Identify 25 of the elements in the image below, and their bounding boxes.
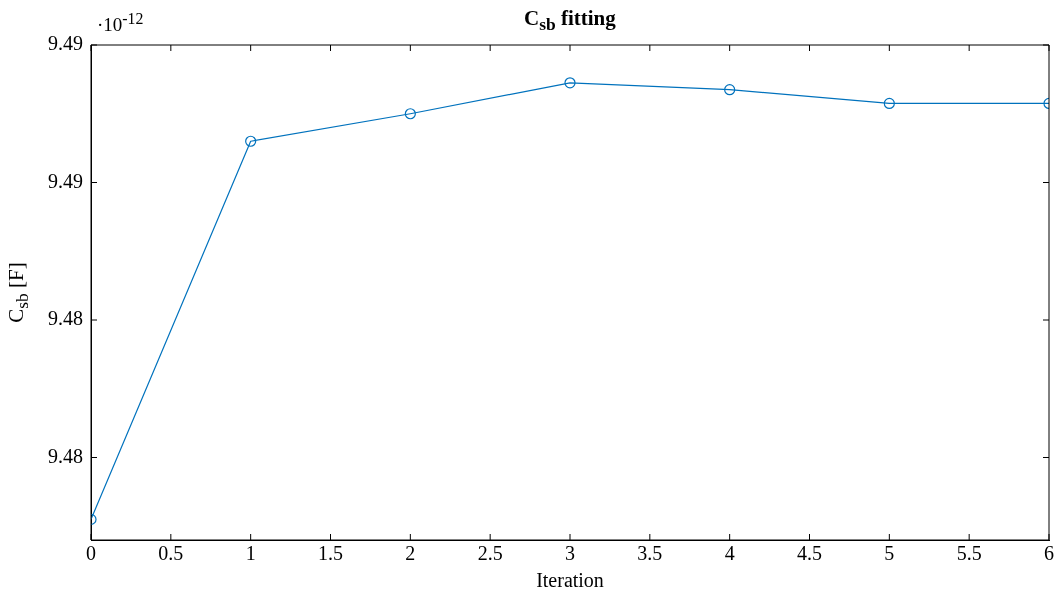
x-tick-label: 4.5 xyxy=(797,542,822,565)
chart-title: C$_{sb}$ fitting xyxy=(524,6,616,36)
x-tick-label: 2 xyxy=(405,542,416,565)
point xyxy=(564,77,576,89)
y-tick-label: 9.48 xyxy=(48,444,83,467)
x-tick-label: 1.5 xyxy=(318,542,343,565)
x-tick-label: 0.5 xyxy=(158,542,184,565)
point xyxy=(883,97,895,110)
x-tick-label: 6 xyxy=(1044,542,1054,565)
x-tick-label: 5.5 xyxy=(956,542,982,565)
point xyxy=(404,108,416,120)
x-tick-label: 2.5 xyxy=(477,542,503,565)
text: ·10$^{-12}$ xyxy=(97,10,144,37)
y-tick-label: 9.49 xyxy=(48,169,83,192)
x-tick-label: 3.5 xyxy=(637,542,663,565)
y-tick-label: 9.49 xyxy=(48,32,83,55)
y-tick-label: 9.48 xyxy=(48,307,83,330)
x-tick-label: 4 xyxy=(724,542,735,565)
x-tick-label: 5 xyxy=(884,542,895,565)
x-tick-label: 1 xyxy=(245,542,256,565)
point xyxy=(724,84,736,96)
x-tick-label: 3 xyxy=(565,542,575,565)
x-axis-title: Iteration xyxy=(536,569,604,592)
x-tick-label: 0 xyxy=(86,542,96,565)
point xyxy=(245,135,257,147)
